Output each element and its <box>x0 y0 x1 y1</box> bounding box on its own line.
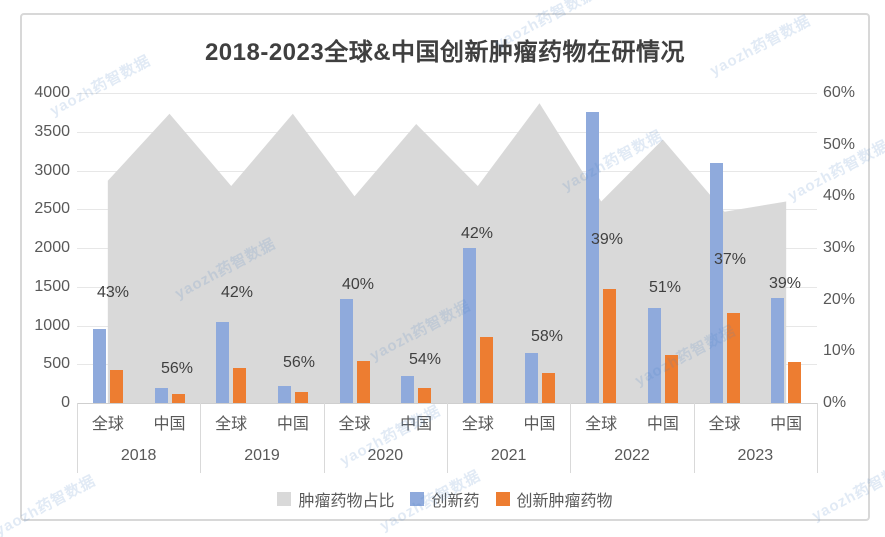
bar-innovative-drug <box>771 298 785 403</box>
bar-innovative-oncology-drug <box>788 361 802 403</box>
pct-label: 42% <box>460 225 494 242</box>
right-axis-tick: 20% <box>823 290 856 308</box>
x-label-region: 全球 <box>338 416 371 433</box>
x-label-year: 2019 <box>244 447 280 464</box>
chart-panel: 2018-2023全球&中国创新肿瘤药物在研情况 4000 3500 3000 250… <box>20 13 870 521</box>
legend-label: 肿瘤药物占比 <box>298 493 395 510</box>
bar-innovative-drug <box>462 248 476 403</box>
left-axis-tick: 1000 <box>34 316 70 334</box>
bar-innovative-drug <box>216 322 230 403</box>
pct-label: 39% <box>768 275 802 292</box>
x-label-region: 全球 <box>585 416 618 433</box>
bar-innovative-oncology-drug <box>726 313 740 403</box>
bar-innovative-drug <box>586 112 600 403</box>
legend-label: 创新肿瘤药物 <box>516 493 613 510</box>
x-label-year: 2020 <box>367 447 404 464</box>
plot-area: 43% 56% 42% 56% 40% 54% 42% 58% 39% 51% 37% 39% <box>77 93 817 404</box>
left-axis-tick: 1500 <box>34 277 70 295</box>
legend-swatch-icon <box>277 492 292 506</box>
right-axis-tick: 10% <box>823 342 856 360</box>
right-axis-tick: 60% <box>823 84 856 101</box>
gridline <box>77 93 817 94</box>
pct-label: 42% <box>220 284 254 301</box>
bar-innovative-drug <box>277 385 291 403</box>
group-separator <box>570 403 572 473</box>
left-axis-tick: 2000 <box>34 239 70 256</box>
bar-innovative-drug <box>339 299 353 403</box>
legend-item: 创新药 <box>410 487 480 511</box>
right-axis-tick: 0% <box>823 394 847 411</box>
x-label-year: 2018 <box>120 447 157 464</box>
bar-innovative-oncology-drug <box>664 354 678 403</box>
group-separator <box>817 403 818 473</box>
legend-item: 创新肿瘤药物 <box>495 487 613 511</box>
left-axis-tick: 500 <box>43 355 70 373</box>
bar-innovative-drug <box>709 162 723 403</box>
right-axis-tick: 50% <box>823 135 856 153</box>
bar-innovative-oncology-drug <box>541 372 555 403</box>
pct-label: 56% <box>160 360 194 377</box>
bar-innovative-oncology-drug <box>109 370 123 403</box>
bar-innovative-oncology-drug <box>233 368 247 403</box>
bar-innovative-oncology-drug <box>356 361 370 403</box>
x-label-region: 全球 <box>461 416 494 433</box>
bar-innovative-oncology-drug <box>479 337 493 403</box>
x-label-region: 中国 <box>276 416 309 433</box>
pct-label: 43% <box>96 284 130 301</box>
bar-innovative-drug <box>401 375 415 403</box>
left-axis-tick: 0 <box>61 394 70 411</box>
group-separator <box>323 403 325 473</box>
area-shape <box>107 103 787 404</box>
x-label-year: 2023 <box>737 447 774 464</box>
pct-label: 56% <box>282 354 316 371</box>
pct-label: 39% <box>590 231 624 248</box>
pct-label: 51% <box>648 279 682 296</box>
legend-label: 创新药 <box>431 493 480 510</box>
bar-innovative-drug <box>524 352 538 403</box>
right-axis-tick: 40% <box>823 187 856 205</box>
bar-innovative-oncology-drug <box>171 394 185 403</box>
left-axis-tick: 3000 <box>34 161 70 179</box>
legend-swatch-icon <box>495 492 510 506</box>
x-label-region: 中国 <box>523 416 556 433</box>
area-series-tumor-drug-share <box>107 103 787 404</box>
left-axis-tick: 2500 <box>34 200 70 218</box>
x-label-year: 2022 <box>614 447 650 464</box>
x-label-region: 中国 <box>646 416 679 433</box>
group-separator <box>447 403 448 473</box>
group-separator <box>693 403 695 473</box>
bar-innovative-drug <box>154 387 168 403</box>
x-label-year: 2021 <box>490 447 527 464</box>
bar-innovative-drug <box>647 308 661 403</box>
x-label-region: 全球 <box>708 416 741 433</box>
legend: 肿瘤药物占比 创新药 创新肿瘤药物 <box>22 487 868 511</box>
bar-innovative-drug <box>92 329 106 403</box>
left-axis-tick: 3500 <box>34 122 70 140</box>
pct-label: 54% <box>408 351 442 368</box>
bar-innovative-oncology-drug <box>294 392 308 403</box>
x-label-region: 中国 <box>770 416 803 433</box>
legend-item: 肿瘤药物占比 <box>277 487 394 511</box>
group-separator <box>77 403 78 473</box>
x-label-region: 全球 <box>91 416 124 433</box>
pct-label: 37% <box>713 251 747 268</box>
bar-innovative-oncology-drug <box>603 289 617 403</box>
right-axis-tick: 30% <box>823 239 856 256</box>
bar-innovative-oncology-drug <box>418 387 432 403</box>
gridline <box>77 131 817 133</box>
left-axis-tick: 4000 <box>34 84 70 101</box>
x-label-region: 全球 <box>215 416 248 433</box>
pct-label: 58% <box>530 328 564 345</box>
chart-title: 2018-2023全球&中国创新肿瘤药物在研情况 <box>204 39 686 66</box>
x-label-region: 中国 <box>400 416 433 433</box>
pct-label: 40% <box>341 276 375 293</box>
x-label-region: 中国 <box>153 416 186 433</box>
legend-swatch-icon <box>410 492 425 506</box>
group-separator <box>200 403 202 473</box>
